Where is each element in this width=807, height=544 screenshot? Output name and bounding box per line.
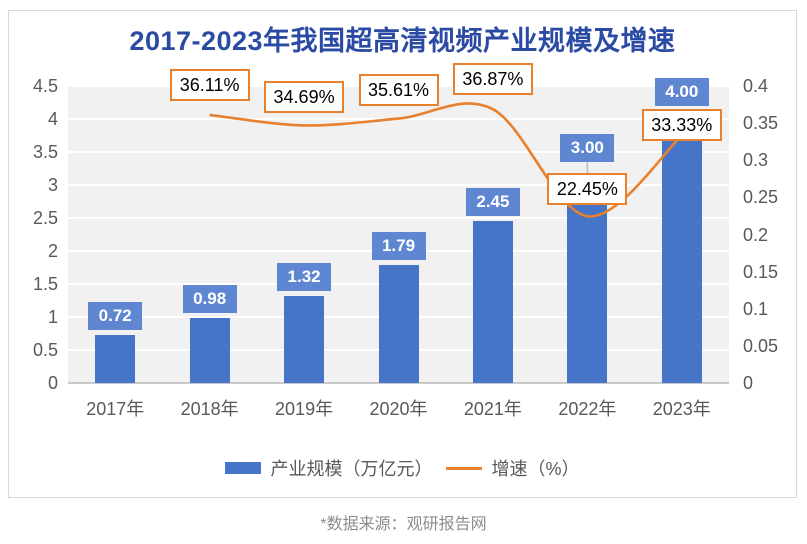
x-axis-label: 2019年: [275, 399, 334, 419]
right-axis-tick: 0.35: [743, 113, 779, 134]
bar-2023年: [661, 119, 702, 383]
right-axis-tick: 0.4: [743, 76, 769, 96]
gridline: [68, 184, 729, 186]
line-series-swatch: [446, 466, 483, 470]
left-axis-tick: 0.5: [32, 340, 58, 360]
x-axis-line: [68, 382, 729, 384]
right-axis-tick: 0.15: [743, 261, 779, 282]
bar-2020年: [378, 264, 419, 383]
left-axis-tick: 1.5: [32, 274, 58, 294]
growth-rate-annotation: 36.87%: [452, 63, 533, 95]
growth-rate-annotation: 33.33%: [641, 109, 722, 141]
bar-2018年: [189, 318, 230, 383]
growth-rate-annotation: 34.69%: [264, 81, 345, 113]
x-axis-label: 2020年: [369, 399, 428, 419]
chart-plot-root: 4.5 4 3.5 3 2.5 2 1.5 1 0.5 0 0.4 0.35 0.3 0.25 0.2 0.1…: [9, 11, 796, 497]
right-axis-tick: 0.05: [743, 335, 779, 356]
left-axis-tick: 0: [47, 373, 58, 393]
bar-series-swatch: [225, 462, 262, 474]
right-axis-tick: 0.3: [743, 150, 769, 171]
bar-value-label: 1.79: [371, 231, 426, 260]
growth-line: [209, 102, 683, 218]
growth-rate-annotation: 22.45%: [547, 173, 628, 205]
bar-value-label: 1.32: [277, 262, 332, 291]
bar-2019年: [284, 295, 325, 383]
growth-rate-annotation: 35.61%: [358, 74, 439, 106]
legend-label-industry-scale: 产业规模（万亿元）: [270, 459, 433, 479]
right-axis-tick: 0.2: [743, 224, 769, 245]
right-axis-tick: 0.25: [743, 187, 779, 208]
gridline: [68, 217, 729, 219]
x-axis-label: 2023年: [652, 399, 711, 419]
x-axis-label: 2022年: [558, 399, 617, 419]
left-axis-tick: 3.5: [32, 142, 58, 162]
right-axis-tick: 0: [743, 373, 754, 393]
growth-rate-annotation: 36.11%: [169, 69, 250, 101]
x-axis-label: 2018年: [180, 399, 239, 419]
x-axis-label: 2017年: [86, 399, 145, 419]
bar-value-label: 2.45: [465, 188, 520, 217]
legend-item-industry-scale: 产业规模（万亿元）: [225, 455, 432, 481]
bar-value-label: 4.00: [654, 78, 709, 106]
source-note: *数据来源：观研报告网: [320, 516, 487, 533]
left-axis-tick: 2: [47, 241, 58, 261]
legend: 产业规模（万亿元） 增速（%）: [9, 455, 796, 481]
legend-item-growth-rate: 增速（%）: [446, 455, 580, 481]
chart-title: 2017-2023年我国超高清视频产业规模及增速: [129, 26, 676, 56]
left-axis-tick: 2.5: [32, 208, 58, 228]
gridline: [68, 151, 729, 153]
bar-value-label: 0.98: [182, 285, 237, 314]
bar-2022年: [567, 185, 608, 383]
bar-2017年: [95, 335, 136, 383]
right-axis-tick: 0.1: [743, 298, 769, 319]
left-axis-tick: 3: [47, 175, 58, 195]
bar-value-label: 3.00: [560, 134, 615, 162]
bar-2021年: [472, 221, 513, 383]
chart-card: 2017-2023年我国超高清视频产业规模及增速 4.5 4 3.5 3 2.5 2 1.5…: [8, 10, 797, 498]
x-axis-label: 2021年: [463, 399, 522, 419]
left-axis-tick: 4: [47, 109, 58, 129]
legend-label-growth-rate: 增速（%）: [491, 459, 580, 479]
left-axis-tick: 1: [47, 307, 58, 327]
left-axis-tick: 4.5: [32, 76, 58, 96]
bar-value-label: 0.72: [88, 302, 143, 331]
